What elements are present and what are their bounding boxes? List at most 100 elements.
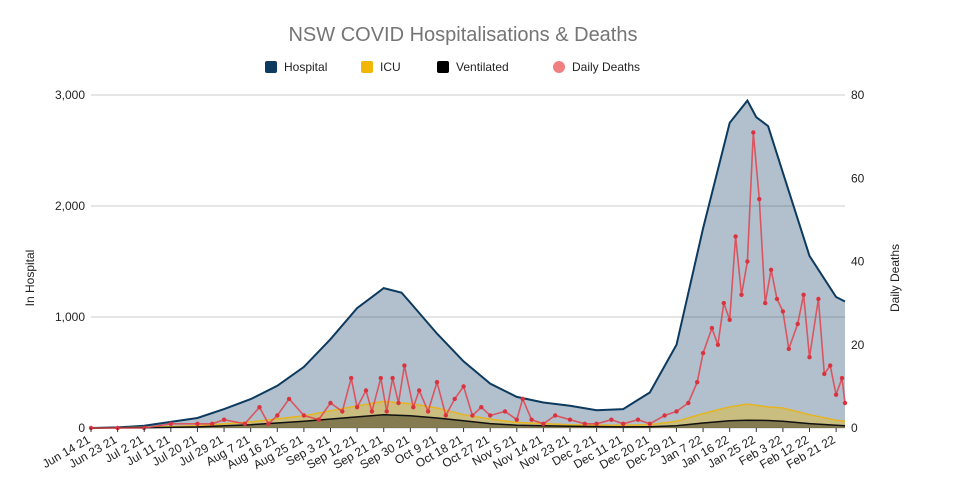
point-daily-deaths bbox=[378, 375, 383, 381]
point-daily-deaths bbox=[390, 375, 395, 381]
point-daily-deaths bbox=[768, 267, 774, 272]
area-hospital bbox=[91, 100, 845, 428]
legend-label: Ventilated bbox=[456, 60, 509, 74]
point-daily-deaths bbox=[582, 421, 587, 426]
point-daily-deaths bbox=[721, 300, 726, 306]
point-daily-deaths bbox=[674, 409, 679, 414]
point-daily-deaths bbox=[529, 417, 534, 422]
area-icu bbox=[91, 401, 845, 428]
legend: Hospital ICU Ventilated Daily Deaths bbox=[265, 60, 640, 74]
y-tick-label-right: 0 bbox=[851, 421, 858, 435]
legend-item-hospital: Hospital bbox=[265, 60, 327, 74]
chart-title: NSW COVID Hospitalisations & Deaths bbox=[288, 24, 637, 46]
y-tick-label-left: 2,000 bbox=[55, 199, 85, 213]
point-daily-deaths bbox=[363, 388, 369, 393]
point-daily-deaths bbox=[842, 400, 848, 406]
y-tick-label-left: 0 bbox=[78, 421, 85, 435]
point-daily-deaths bbox=[700, 350, 706, 356]
point-daily-deaths bbox=[686, 400, 691, 406]
line-hospital bbox=[90, 98, 846, 429]
point-daily-deaths bbox=[340, 409, 345, 414]
point-daily-deaths bbox=[695, 380, 700, 385]
point-daily-deaths bbox=[763, 300, 768, 306]
y-axis-label-left: In Hospital bbox=[23, 250, 37, 307]
legend-swatch bbox=[265, 61, 277, 73]
point-daily-deaths bbox=[727, 317, 732, 322]
point-daily-deaths bbox=[745, 259, 750, 264]
y-tick-label-right: 80 bbox=[851, 88, 865, 102]
point-daily-deaths bbox=[328, 400, 333, 406]
legend-label: ICU bbox=[380, 60, 401, 74]
point-daily-deaths bbox=[780, 309, 786, 314]
point-daily-deaths bbox=[502, 409, 508, 414]
point-daily-deaths bbox=[286, 396, 292, 402]
y-tick-label-left: 1,000 bbox=[55, 310, 85, 324]
point-daily-deaths bbox=[807, 355, 812, 360]
y-tick-label-left: 3,000 bbox=[55, 88, 85, 102]
point-daily-deaths bbox=[402, 363, 407, 368]
y-tick-label-right: 60 bbox=[851, 171, 865, 185]
point-daily-deaths bbox=[520, 396, 525, 402]
point-daily-deaths bbox=[795, 321, 800, 327]
point-daily-deaths bbox=[411, 405, 416, 410]
legend-item-icu: ICU bbox=[361, 60, 401, 74]
point-daily-deaths bbox=[210, 421, 215, 426]
point-daily-deaths bbox=[635, 417, 641, 422]
point-daily-deaths bbox=[396, 400, 401, 406]
left-axis-ticks: 0 1,000 2,000 3,000 bbox=[55, 88, 85, 435]
legend-swatch bbox=[553, 61, 565, 73]
point-daily-deaths bbox=[242, 421, 247, 426]
legend-swatch bbox=[437, 61, 449, 73]
point-daily-deaths bbox=[349, 375, 354, 381]
point-daily-deaths bbox=[609, 417, 614, 422]
point-daily-deaths bbox=[384, 409, 389, 414]
point-daily-deaths bbox=[567, 417, 573, 422]
line-daily-deaths bbox=[91, 132, 846, 429]
legend-swatch bbox=[361, 61, 373, 73]
point-daily-deaths bbox=[479, 405, 484, 410]
point-daily-deaths bbox=[266, 421, 271, 426]
right-axis-ticks: 0 20 40 60 80 bbox=[851, 88, 865, 435]
point-daily-deaths bbox=[434, 380, 440, 385]
point-daily-deaths bbox=[553, 413, 558, 418]
point-daily-deaths bbox=[774, 296, 780, 302]
point-daily-deaths bbox=[733, 234, 738, 239]
area-layer bbox=[90, 98, 846, 429]
point-daily-deaths bbox=[786, 346, 791, 352]
point-daily-deaths bbox=[801, 292, 806, 297]
point-daily-deaths bbox=[452, 396, 457, 402]
point-daily-deaths bbox=[316, 417, 321, 422]
point-daily-deaths bbox=[594, 421, 599, 426]
point-daily-deaths bbox=[662, 413, 667, 418]
point-daily-deaths bbox=[168, 421, 173, 426]
point-daily-deaths bbox=[461, 384, 466, 389]
point-daily-deaths bbox=[833, 392, 839, 397]
point-daily-deaths bbox=[541, 421, 546, 426]
point-daily-deaths bbox=[757, 196, 762, 202]
point-daily-deaths bbox=[257, 405, 262, 410]
y-tick-label-right: 20 bbox=[851, 338, 865, 352]
point-daily-deaths bbox=[647, 421, 652, 426]
point-daily-deaths bbox=[839, 375, 845, 381]
legend-label: Hospital bbox=[284, 60, 327, 74]
point-daily-deaths bbox=[739, 292, 744, 297]
point-daily-deaths bbox=[488, 413, 493, 418]
y-tick-label-right: 40 bbox=[851, 255, 865, 269]
point-daily-deaths bbox=[822, 371, 827, 377]
point-daily-deaths bbox=[275, 413, 280, 418]
legend-item-daily-deaths: Daily Deaths bbox=[553, 60, 640, 74]
legend-label: Daily Deaths bbox=[572, 60, 640, 74]
point-daily-deaths bbox=[816, 296, 821, 302]
point-daily-deaths bbox=[709, 325, 715, 331]
point-daily-deaths bbox=[828, 363, 833, 368]
point-daily-deaths bbox=[621, 421, 626, 426]
point-daily-deaths bbox=[354, 405, 360, 410]
point-daily-deaths bbox=[751, 130, 756, 135]
point-daily-deaths bbox=[470, 413, 475, 418]
point-daily-deaths bbox=[443, 413, 448, 418]
point-daily-deaths bbox=[715, 342, 721, 347]
y-axis-label-right: Daily Deaths bbox=[888, 244, 902, 312]
